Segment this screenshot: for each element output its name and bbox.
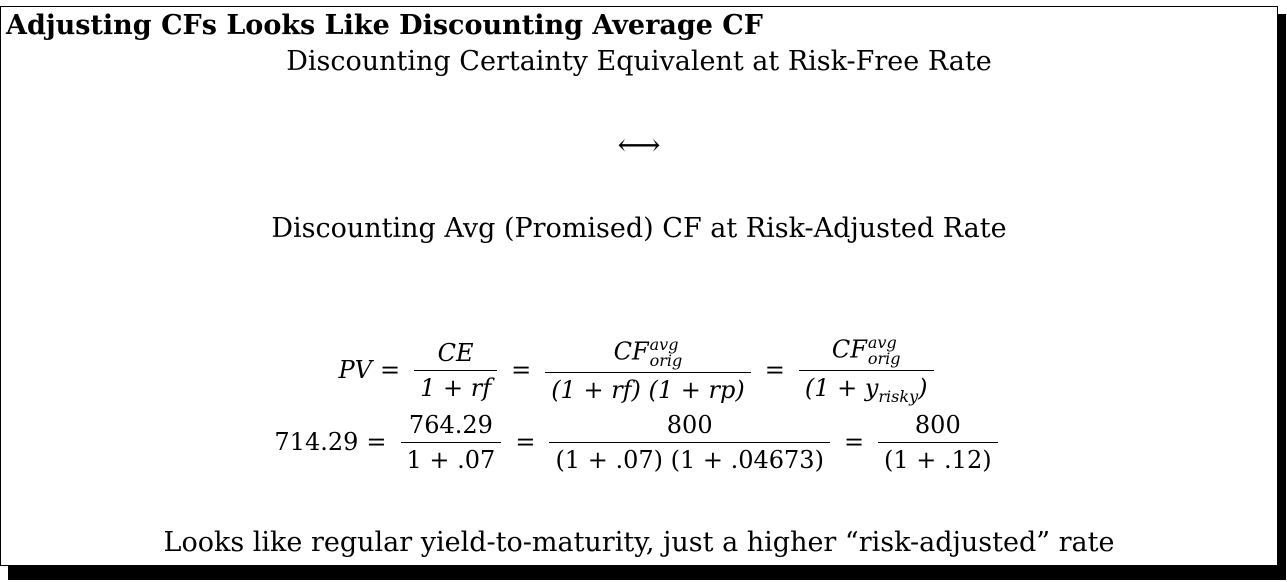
fraction-numerator: 800 bbox=[914, 410, 961, 439]
risky-subscript: risky bbox=[878, 386, 919, 406]
equals-sign: = bbox=[511, 356, 532, 384]
cf-subscript: orig bbox=[867, 348, 901, 368]
slide-title: Adjusting CFs Looks Like Discounting Ave… bbox=[6, 10, 763, 41]
cf-superscript: avg bbox=[649, 334, 679, 354]
pv-symbol: PV bbox=[338, 356, 372, 384]
fraction-numerator: CE bbox=[437, 338, 474, 367]
equals-sign: = bbox=[379, 356, 401, 384]
ce-fraction: CE 1 + rf bbox=[414, 338, 498, 402]
fraction-denominator: (1 + .07) (1 + .04673) bbox=[549, 441, 830, 474]
footer-note: Looks like regular yield-to-maturity, ju… bbox=[163, 527, 1115, 558]
equals-sign: = bbox=[764, 356, 785, 384]
fraction-denominator: 1 + rf bbox=[414, 369, 498, 402]
numeric-equation: 714.29 = 764.29 1 + .07 = 800 (1 + .07) … bbox=[0, 406, 1278, 478]
fraction-denominator: (1 + .12) bbox=[878, 441, 998, 474]
fraction-numerator: CF avg orig bbox=[826, 332, 907, 370]
equals-sign: = bbox=[366, 428, 387, 456]
cf-base: CF bbox=[613, 337, 649, 365]
ce-value-fraction: 764.29 1 + .07 bbox=[400, 410, 502, 474]
fraction-denominator: (1 + rf) (1 + rp) bbox=[545, 371, 751, 404]
cf-superscript: avg bbox=[867, 332, 897, 352]
cf-rp-fraction: CF avg orig (1 + rf) (1 + rp) bbox=[545, 334, 751, 404]
certainty-equivalent-line: Discounting Certainty Equivalent at Risk… bbox=[286, 46, 992, 77]
equations-block: PV = CE 1 + rf = CF avg orig (1 + rf) (1 +… bbox=[0, 334, 1278, 478]
double-arrow-icon: ⟷ bbox=[617, 128, 661, 163]
fraction-denominator: (1 + yrisky) bbox=[798, 369, 934, 406]
equals-sign: = bbox=[515, 428, 536, 456]
denominator-suffix: ) bbox=[918, 373, 928, 402]
fraction-numerator: 800 bbox=[666, 410, 713, 439]
cf-yrisky-fraction: CF avg orig (1 + yrisky) bbox=[798, 332, 934, 406]
cf-base: CF bbox=[831, 335, 867, 364]
fraction-numerator: 764.29 bbox=[408, 410, 493, 439]
cf-subscript: orig bbox=[649, 350, 683, 370]
cf-yrisky-value-fraction: 800 (1 + .12) bbox=[878, 411, 998, 474]
cf-rp-value-fraction: 800 (1 + .07) (1 + .04673) bbox=[549, 411, 830, 474]
slide-shadow-right bbox=[1278, 14, 1286, 580]
fraction-numerator: CF avg orig bbox=[608, 334, 689, 372]
fraction-denominator: 1 + .07 bbox=[400, 441, 502, 474]
pv-value: 714.29 bbox=[274, 428, 359, 456]
risk-adjusted-line: Discounting Avg (Promised) CF at Risk-Ad… bbox=[271, 213, 1007, 244]
slide-shadow-bottom bbox=[8, 566, 1286, 580]
symbolic-equation: PV = CE 1 + rf = CF avg orig (1 + rf) (1 +… bbox=[0, 334, 1278, 406]
denominator-prefix: (1 + y bbox=[804, 373, 879, 402]
equals-sign: = bbox=[843, 428, 865, 456]
slide-frame bbox=[0, 6, 1278, 566]
